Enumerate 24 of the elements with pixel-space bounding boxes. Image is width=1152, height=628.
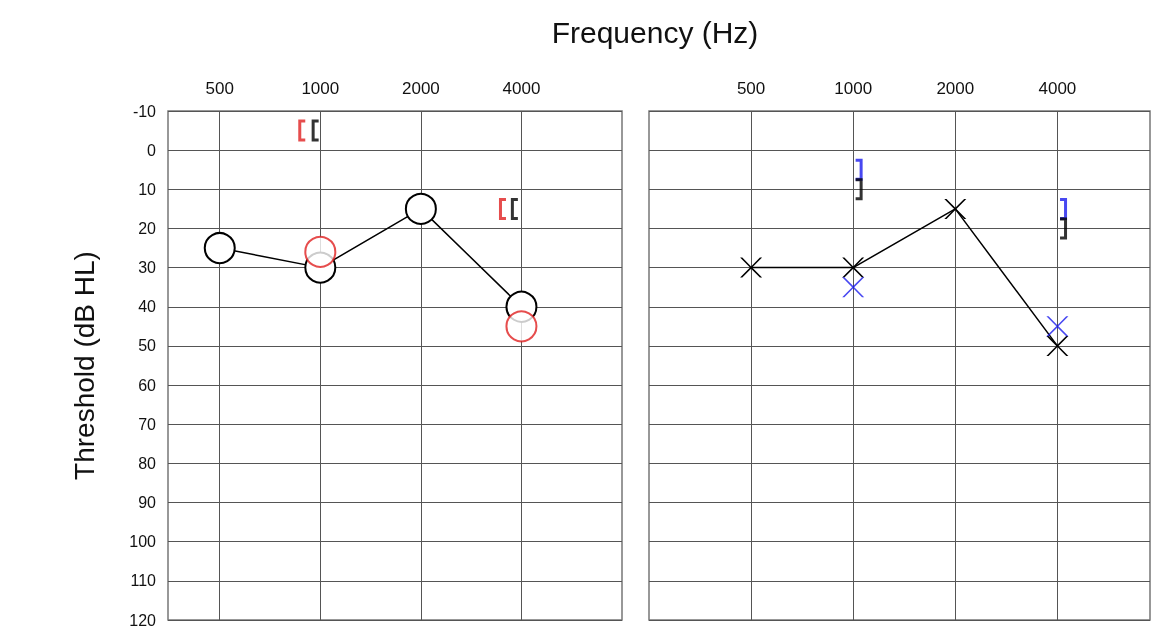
y-tick-label: 90 — [138, 494, 157, 512]
y-tick-label: 10 — [138, 180, 157, 198]
x-tick-label: 500 — [736, 79, 766, 98]
y-tick-label: 0 — [147, 141, 157, 159]
y-tick-label: 110 — [130, 572, 157, 590]
y-tick-label: 70 — [138, 415, 157, 433]
x-tick-label: 4000 — [502, 79, 541, 98]
x-tick-label: 4000 — [1038, 79, 1077, 98]
y-tick-label: -10 — [132, 102, 157, 120]
y-tick-label: 80 — [138, 454, 157, 472]
y-tick-label: 20 — [138, 219, 157, 237]
x-tick-label: 500 — [205, 79, 234, 98]
x-axis-title: Frequency (Hz) — [550, 16, 760, 50]
x-tick-label: 2000 — [936, 79, 975, 98]
y-tick-label: 120 — [129, 611, 157, 628]
y-tick-label: 50 — [138, 337, 157, 355]
x-tick-label: 1000 — [834, 79, 873, 98]
x-tick-label: 2000 — [401, 79, 440, 98]
y-axis-title: Threshold (dB HL) — [68, 251, 100, 480]
y-tick-label: 60 — [138, 376, 157, 394]
y-tick-label: 100 — [129, 533, 157, 551]
y-tick-label: 30 — [138, 259, 157, 277]
y-tick-label: 40 — [138, 298, 157, 316]
x-tick-label: 1000 — [301, 79, 340, 98]
